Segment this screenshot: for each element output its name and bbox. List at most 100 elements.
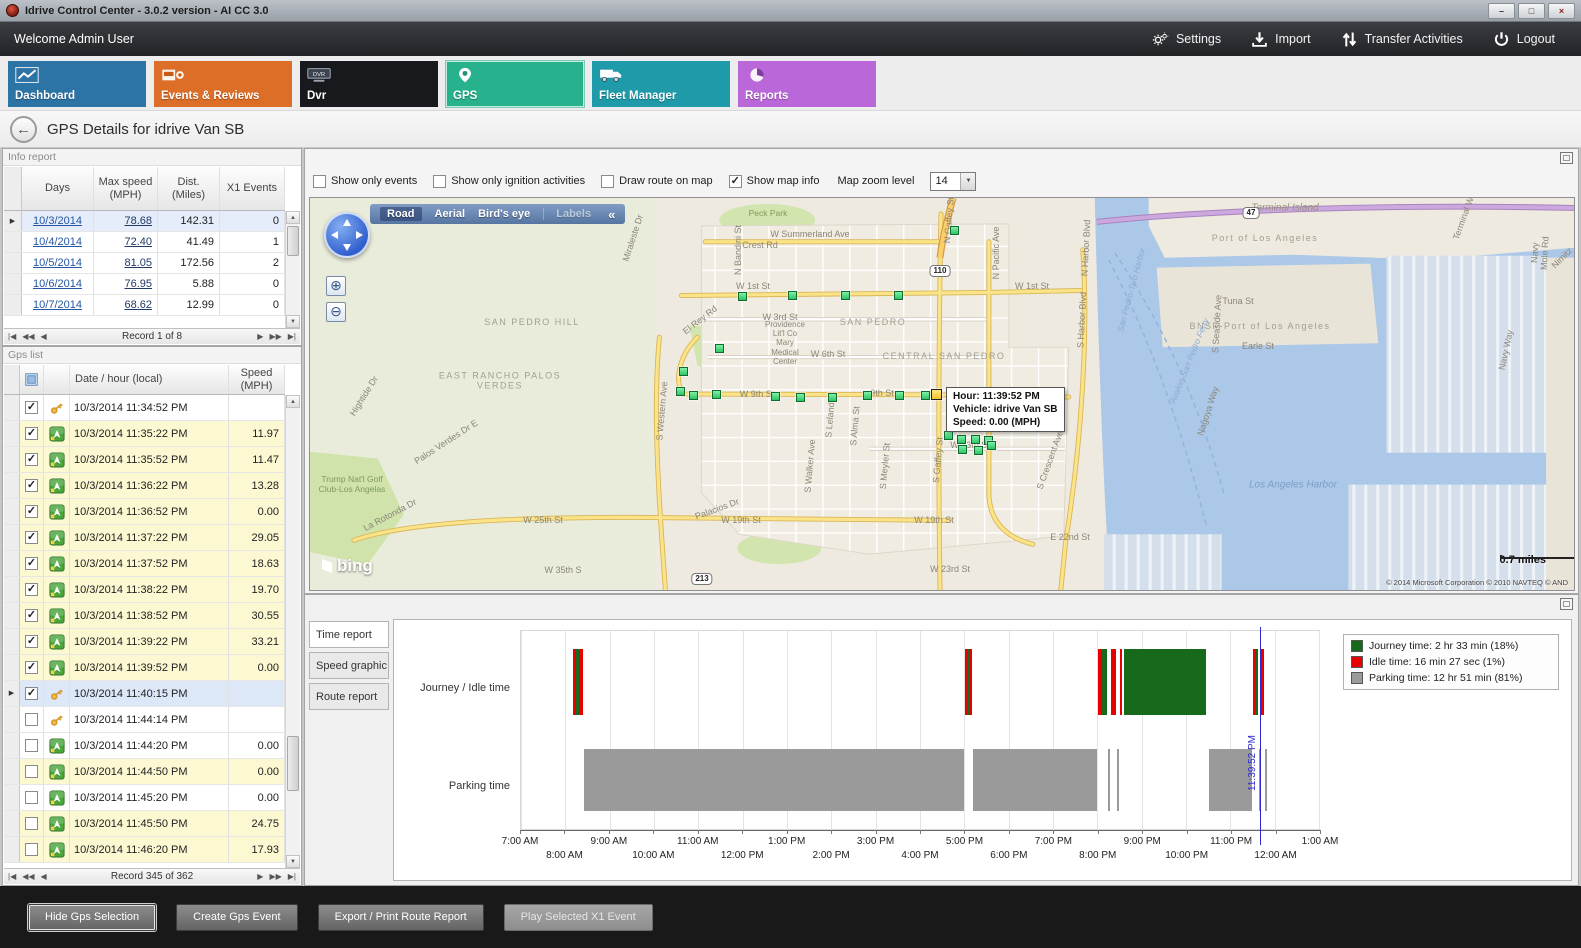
gps-point-marker[interactable] <box>944 431 953 440</box>
info-report-row[interactable]: 10/4/2014 72.40 41.49 1 <box>4 232 285 253</box>
gps-col-header-speed[interactable]: Speed (MPH) <box>229 365 285 394</box>
hide-gps-selection-button[interactable]: Hide Gps Selection <box>28 903 157 931</box>
map-panel-collapse-button[interactable] <box>1560 152 1573 164</box>
gps-row[interactable]: 10/3/2014 11:45:20 PM 0.00 <box>4 785 285 811</box>
segment-journey[interactable] <box>575 649 580 715</box>
minimize-button[interactable]: – <box>1488 2 1515 19</box>
map-zoom-select[interactable]: 14 ▼ <box>930 171 977 191</box>
map-style-road[interactable]: Road <box>380 207 422 221</box>
row-checkbox[interactable] <box>25 843 38 856</box>
map-style-birdseye[interactable]: Bird's eye <box>478 208 531 220</box>
segment-journey[interactable] <box>1255 649 1258 715</box>
pager-button[interactable]: ▶| <box>287 332 296 341</box>
day-link[interactable]: 10/4/2014 <box>22 232 94 252</box>
logout-button[interactable]: Logout <box>1493 31 1555 48</box>
gps-point-marker[interactable] <box>712 390 721 399</box>
gps-row[interactable]: ✓ 10/3/2014 11:38:52 PM 30.55 <box>4 603 285 629</box>
segment-parking[interactable] <box>583 749 965 811</box>
segment-parking[interactable] <box>1209 749 1253 811</box>
gps-point-marker[interactable] <box>957 435 966 444</box>
info-col-header-1[interactable]: Days <box>22 167 94 210</box>
gps-row[interactable]: ✓ 10/3/2014 11:38:22 PM 19.70 <box>4 577 285 603</box>
info-col-header-4[interactable]: X1 Events <box>220 167 285 210</box>
segment-idle[interactable] <box>1098 649 1102 715</box>
info-report-row[interactable]: 10/6/2014 76.95 5.88 0 <box>4 274 285 295</box>
map-option-checkbox[interactable] <box>433 174 447 188</box>
segment-parking[interactable] <box>1264 749 1268 811</box>
segment-journey[interactable] <box>1123 649 1206 715</box>
gps-row[interactable]: ✓ 10/3/2014 11:39:52 PM 0.00 <box>4 655 285 681</box>
gps-row[interactable]: ✓ 10/3/2014 11:35:52 PM 11.47 <box>4 447 285 473</box>
tab-reports[interactable]: Reports <box>738 61 876 107</box>
gps-row[interactable]: 10/3/2014 11:46:20 PM 17.93 <box>4 837 285 863</box>
gps-row[interactable]: 10/3/2014 11:45:50 PM 24.75 <box>4 811 285 837</box>
segment-parking[interactable] <box>1107 749 1111 811</box>
row-checkbox[interactable]: ✓ <box>25 557 38 570</box>
scroll-down-arrow[interactable]: ▼ <box>286 855 300 868</box>
gps-row[interactable]: ▶ ✓ 10/3/2014 11:40:15 PM <box>4 681 285 707</box>
segment-idle[interactable] <box>1252 649 1256 715</box>
tab-dvr[interactable]: DVR Dvr <box>300 61 438 107</box>
maximize-button[interactable]: □ <box>1518 2 1545 19</box>
gps-point-marker[interactable] <box>679 367 688 376</box>
gps-point-marker[interactable] <box>841 291 850 300</box>
gps-point-marker[interactable] <box>689 391 698 400</box>
gps-point-marker[interactable] <box>715 344 724 353</box>
gps-point-marker[interactable] <box>676 387 685 396</box>
map-option-checkbox[interactable] <box>313 174 326 188</box>
pager-button[interactable]: ◀ <box>40 332 47 341</box>
select-all-checkbox[interactable] <box>20 365 44 394</box>
map-option-1[interactable]: Show only events <box>313 174 417 188</box>
segment-idle[interactable] <box>573 649 576 715</box>
gps-list-scrollbar[interactable]: ▲ ▼ <box>285 395 300 868</box>
map-option-4[interactable]: ✓ Show map info <box>728 174 819 188</box>
gps-point-marker[interactable] <box>974 446 983 455</box>
map-compass-control[interactable] <box>324 212 370 258</box>
pager-button[interactable]: ▶▶ <box>269 872 282 881</box>
info-report-scrollbar[interactable]: ▲ ▼ <box>285 211 300 328</box>
tab-speed-graphic[interactable]: Speed graphic <box>309 652 389 679</box>
map-option-3[interactable]: Draw route on map <box>601 174 713 188</box>
export-print-route-report-button[interactable]: Export / Print Route Report <box>317 903 484 931</box>
max-speed-link[interactable]: 81.05 <box>94 253 158 273</box>
create-gps-event-button[interactable]: Create Gps Event <box>176 903 298 931</box>
day-link[interactable]: 10/6/2014 <box>22 274 94 294</box>
map-zoom-in-button[interactable]: ⊕ <box>326 276 346 296</box>
row-checkbox[interactable]: ✓ <box>25 427 38 440</box>
gps-row[interactable]: 10/3/2014 11:44:20 PM 0.00 <box>4 733 285 759</box>
segment-journey[interactable] <box>1101 649 1108 715</box>
gps-point-marker[interactable] <box>796 393 805 402</box>
gps-row[interactable]: ✓ 10/3/2014 11:34:52 PM <box>4 395 285 421</box>
gps-point-marker[interactable] <box>738 292 747 301</box>
info-report-row[interactable]: ▶ 10/3/2014 78.68 142.31 0 <box>4 211 285 232</box>
row-checkbox[interactable] <box>25 817 38 830</box>
time-panel-collapse-button[interactable] <box>1560 598 1573 610</box>
row-checkbox[interactable] <box>25 739 38 752</box>
gps-row[interactable]: ✓ 10/3/2014 11:36:52 PM 0.00 <box>4 499 285 525</box>
row-checkbox[interactable]: ✓ <box>25 609 38 622</box>
gps-point-marker[interactable] <box>987 441 996 450</box>
gps-point-marker[interactable] <box>921 391 930 400</box>
row-checkbox[interactable]: ✓ <box>25 401 38 414</box>
map-canvas[interactable]: Peck Park Crest Rd W Summerland Ave Mirales… <box>309 197 1575 591</box>
gps-point-marker[interactable] <box>950 226 959 235</box>
back-button[interactable]: ← <box>10 115 37 143</box>
map-style-aerial[interactable]: Aerial <box>434 208 466 220</box>
gps-row[interactable]: ✓ 10/3/2014 11:39:22 PM 33.21 <box>4 629 285 655</box>
gps-point-marker[interactable] <box>971 435 980 444</box>
pan-north-arrow-icon[interactable] <box>343 219 351 226</box>
map-option-checkbox[interactable]: ✓ <box>728 174 742 188</box>
day-link[interactable]: 10/7/2014 <box>22 295 94 315</box>
scroll-down-arrow[interactable]: ▼ <box>286 315 300 328</box>
pager-button[interactable]: ◀◀ <box>22 332 35 341</box>
tab-route-report[interactable]: Route report <box>309 683 389 710</box>
segment-idle[interactable] <box>1119 649 1123 715</box>
gps-point-marker[interactable] <box>895 391 904 400</box>
max-speed-link[interactable]: 68.62 <box>94 295 158 315</box>
map-nav-collapse-button[interactable]: « <box>608 206 616 222</box>
gps-row[interactable]: 10/3/2014 11:44:50 PM 0.00 <box>4 759 285 785</box>
pan-south-arrow-icon[interactable] <box>343 244 351 251</box>
pager-button[interactable]: ▶ <box>257 332 264 341</box>
gps-point-marker[interactable] <box>788 291 797 300</box>
segment-parking[interactable] <box>1116 749 1120 811</box>
